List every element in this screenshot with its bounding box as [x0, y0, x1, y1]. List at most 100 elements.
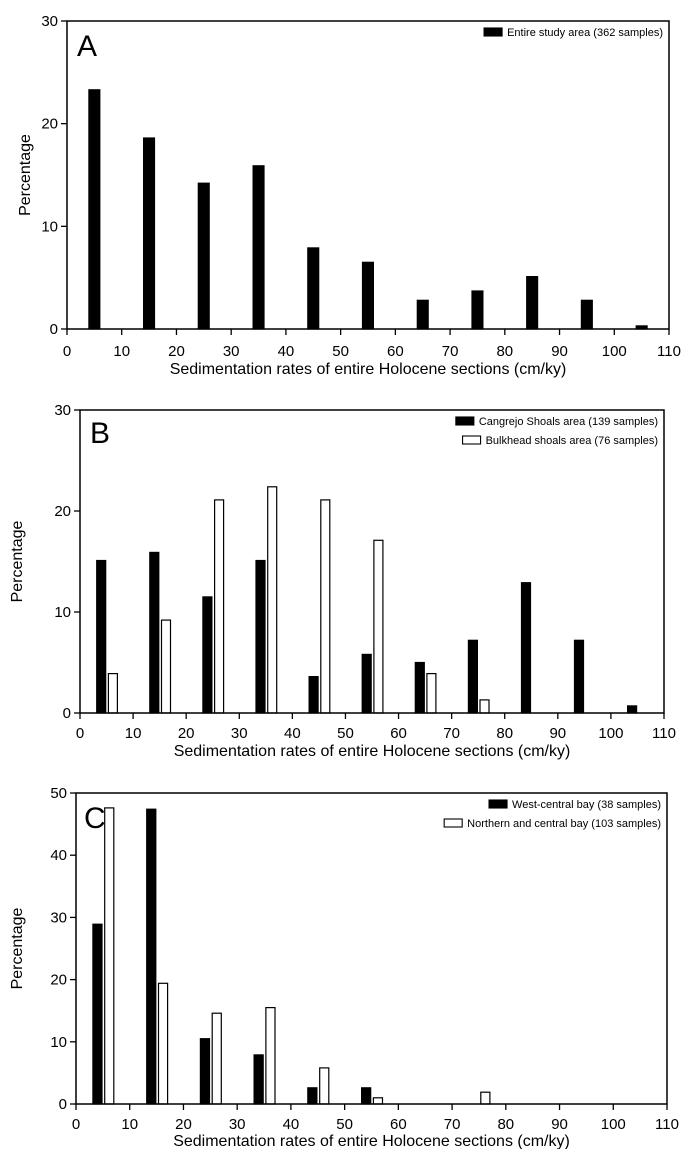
bar [361, 653, 372, 714]
y-tick-label: 0 [59, 1096, 67, 1113]
legend-label: West-central bay (38 samples) [512, 799, 661, 811]
legend: West-central bay (38 samples) Northern an… [443, 799, 661, 830]
bar [267, 486, 278, 714]
bar [426, 672, 437, 714]
x-tick-label: 70 [442, 343, 459, 360]
bar [361, 1087, 372, 1105]
panel-letter: A [77, 30, 97, 63]
x-tick-label: 100 [602, 343, 627, 360]
x-tick-label: 80 [496, 725, 513, 742]
x-tick-label: 30 [231, 725, 248, 742]
x-tick-label: 60 [390, 1116, 407, 1133]
legend-label: Bulkhead shoals area (76 samples) [486, 435, 658, 447]
bar [160, 619, 172, 714]
bar [416, 299, 429, 330]
bar [149, 551, 160, 714]
legend-swatch [488, 799, 508, 809]
y-axis-title: Percentage [9, 520, 26, 602]
x-tick-label: 90 [549, 725, 566, 742]
legend-swatch [462, 435, 482, 445]
bar [308, 675, 319, 714]
bar [467, 639, 478, 714]
bar [573, 639, 585, 714]
bar [211, 1012, 222, 1105]
bar [214, 499, 225, 714]
x-tick-label: 80 [496, 343, 513, 360]
y-tick-label: 20 [41, 116, 58, 133]
bar [373, 539, 384, 714]
y-tick-label: 30 [41, 13, 58, 30]
bar [479, 699, 490, 714]
x-tick-label: 70 [444, 1116, 461, 1133]
x-axis-title: Sedimentation rates of entire Holocene s… [174, 743, 571, 760]
legend-label: Entire study area (362 samples) [507, 27, 663, 39]
bar [197, 182, 210, 330]
x-tick-label: 110 [652, 725, 676, 742]
bar [471, 290, 484, 330]
y-tick-label: 30 [54, 402, 71, 419]
y-tick-label: 20 [50, 972, 67, 989]
x-tick-label: 70 [443, 725, 460, 742]
legend-label: Cangrejo Shoals area (139 samples) [479, 416, 658, 428]
legend-swatch [455, 416, 475, 426]
x-tick-label: 20 [175, 1116, 192, 1133]
x-tick-label: 60 [390, 725, 407, 742]
x-tick-label: 100 [601, 1116, 626, 1133]
x-tick-label: 50 [336, 1116, 353, 1133]
bar [96, 559, 107, 714]
plot-frame [79, 409, 665, 714]
bar [580, 299, 593, 330]
bar [107, 672, 119, 714]
y-axis-title: Percentage [17, 134, 34, 216]
y-tick-label: 20 [54, 503, 71, 520]
bar [202, 596, 213, 714]
x-tick-label: 0 [76, 725, 84, 742]
bar [252, 165, 265, 330]
bar [157, 982, 169, 1105]
bar [143, 137, 156, 330]
bar [361, 261, 374, 330]
x-tick-label: 10 [125, 725, 142, 742]
panel-letter: C [84, 802, 106, 835]
bar [265, 1006, 276, 1105]
x-tick-label: 20 [178, 725, 195, 742]
legend: Cangrejo Shoals area (139 samples) Bulkhe… [455, 416, 658, 447]
y-axis-title: Percentage [9, 907, 26, 989]
chart-panel-b: 0 10 20 30 40 50 60 70 80 90 100 1100102030Sediment… [9, 402, 676, 760]
x-tick-label: 40 [278, 343, 295, 360]
plot-frame [75, 792, 668, 1105]
legend-swatch [483, 27, 503, 37]
panel-letter: B [90, 417, 110, 450]
x-tick-label: 30 [223, 343, 240, 360]
y-tick-label: 30 [50, 909, 67, 926]
x-tick-label: 60 [387, 343, 404, 360]
x-tick-label: 80 [497, 1116, 514, 1133]
x-tick-label: 10 [113, 343, 130, 360]
x-tick-label: 40 [283, 1116, 300, 1133]
bar [520, 582, 532, 714]
x-tick-label: 90 [551, 343, 568, 360]
y-tick-label: 40 [50, 847, 67, 864]
x-tick-label: 50 [337, 725, 354, 742]
x-tick-label: 40 [284, 725, 301, 742]
legend-swatch [443, 818, 463, 828]
bar [92, 923, 103, 1105]
x-tick-label: 110 [657, 343, 681, 360]
plot-frame [66, 20, 670, 330]
x-tick-label: 30 [229, 1116, 246, 1133]
x-tick-label: 10 [121, 1116, 138, 1133]
bar [414, 661, 425, 714]
legend-label: Northern and central bay (103 samples) [467, 818, 661, 830]
bar [104, 807, 115, 1105]
bar [146, 808, 157, 1105]
x-tick-label: 0 [72, 1116, 80, 1133]
bar [626, 705, 638, 714]
x-tick-label: 110 [655, 1116, 679, 1133]
x-tick-label: 50 [332, 343, 349, 360]
y-tick-label: 0 [50, 321, 58, 338]
y-tick-label: 10 [50, 1034, 67, 1051]
x-axis-title: Sedimentation rates of entire Holocene s… [170, 361, 567, 378]
x-tick-label: 100 [598, 725, 623, 742]
bar [319, 1067, 330, 1105]
x-tick-label: 90 [551, 1116, 568, 1133]
